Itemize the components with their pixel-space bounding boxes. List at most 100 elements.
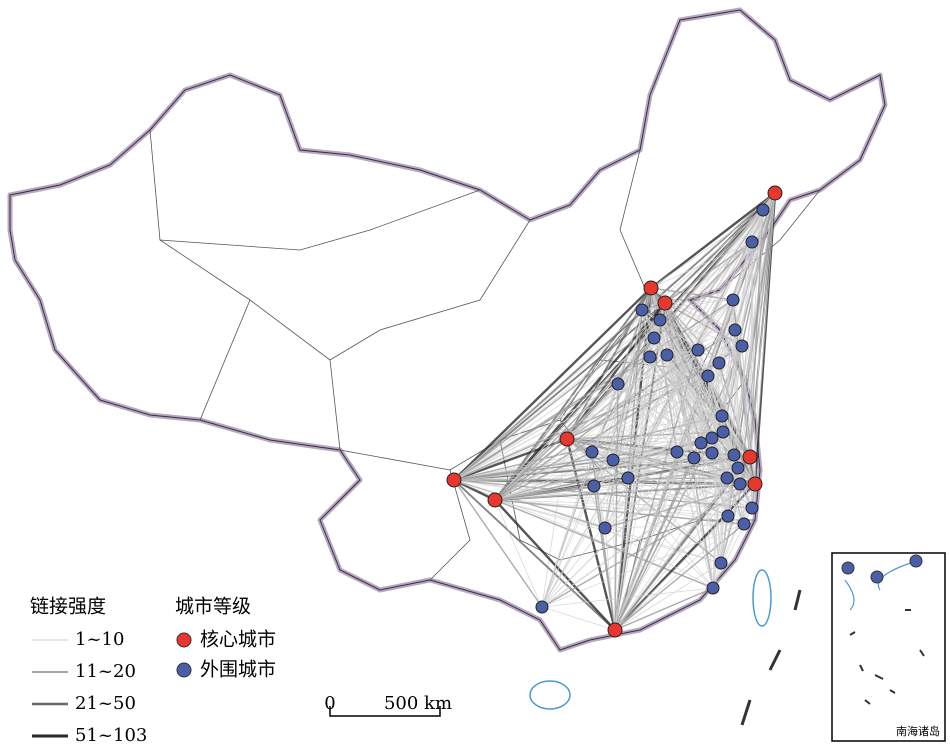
link: [627, 477, 722, 564]
periphery-city: [635, 303, 649, 317]
periphery-city: [691, 343, 705, 357]
legend-core-symbol: [176, 632, 192, 648]
link: [612, 241, 753, 461]
link: [641, 309, 651, 358]
link: [614, 477, 629, 631]
link: [593, 477, 728, 487]
link: [453, 362, 720, 481]
link: [711, 452, 741, 485]
link: [494, 354, 668, 501]
link: [593, 485, 753, 509]
link: [494, 309, 643, 501]
periphery-city: [621, 471, 635, 485]
link: [732, 299, 743, 347]
legend-label: 核心城市: [200, 629, 276, 651]
link: [494, 362, 720, 501]
periphery-city: [587, 479, 601, 493]
link: [494, 383, 619, 501]
link: [494, 499, 745, 525]
link: [604, 457, 695, 529]
link: [591, 356, 651, 453]
link: [494, 442, 702, 501]
taiwan: [752, 569, 772, 627]
periphery-city: [660, 348, 674, 362]
periphery-city: [735, 339, 749, 353]
inset-label: 南海诸岛: [896, 724, 940, 738]
link: [664, 209, 764, 304]
link: [627, 477, 741, 485]
link: [591, 415, 723, 453]
legend-title: 城市等级: [175, 596, 251, 618]
link: [604, 523, 745, 529]
periphery-city: [726, 293, 740, 307]
link: [494, 319, 661, 501]
link: [566, 309, 643, 440]
link: [697, 349, 728, 479]
periphery-city: [705, 431, 719, 445]
link: [700, 442, 739, 469]
periphery-city: [733, 477, 747, 491]
link: [494, 451, 593, 501]
legend-label: 1~10: [75, 629, 124, 650]
periphery-city: [712, 356, 726, 370]
link: [650, 209, 764, 289]
periphery-city: [705, 446, 719, 460]
link: [494, 499, 729, 517]
link: [614, 483, 741, 631]
link: [617, 383, 728, 479]
link: [541, 241, 753, 608]
link: [494, 337, 655, 501]
link: [453, 479, 543, 608]
legend-links: 1~10 11~20 21~50 51~103: [32, 629, 147, 744]
periphery-city: [737, 517, 751, 531]
link: [614, 587, 714, 631]
legend-label: 外围城市: [200, 659, 276, 681]
periphery-city: [728, 323, 742, 337]
link: [653, 209, 764, 339]
link: [453, 287, 652, 481]
periphery-city: [727, 448, 741, 462]
link: [700, 442, 714, 589]
link: [617, 356, 651, 385]
link: [614, 483, 756, 631]
link: [617, 319, 661, 385]
periphery-city: [606, 453, 620, 467]
link: [604, 467, 739, 529]
link: [614, 437, 713, 631]
link: [541, 523, 745, 608]
link: [494, 499, 616, 631]
core-city: [742, 449, 758, 465]
core-city: [643, 280, 659, 296]
link: [711, 299, 734, 439]
link: [722, 192, 776, 433]
link: [659, 241, 753, 321]
link: [541, 383, 619, 608]
link: [453, 383, 619, 481]
inset-city: [870, 570, 884, 584]
inset-dashes: [849, 609, 925, 705]
link: [666, 354, 741, 485]
core-city: [446, 472, 462, 488]
link: [711, 452, 729, 517]
link: [453, 337, 655, 481]
link: [676, 349, 699, 453]
link: [541, 587, 714, 608]
link: [664, 302, 736, 331]
link: [649, 349, 699, 358]
link: [649, 356, 739, 469]
periphery-city: [701, 369, 715, 383]
link: [541, 457, 695, 608]
link: [659, 319, 714, 589]
link: [664, 241, 753, 304]
core-city: [487, 492, 503, 508]
link: [754, 209, 764, 485]
link: [627, 454, 735, 479]
periphery-city: [706, 581, 720, 595]
link: [614, 515, 729, 631]
periphery-city: [745, 501, 759, 515]
link: [659, 319, 739, 469]
link: [614, 452, 713, 631]
link: [707, 329, 736, 377]
link: [453, 479, 729, 517]
link: [617, 383, 678, 453]
